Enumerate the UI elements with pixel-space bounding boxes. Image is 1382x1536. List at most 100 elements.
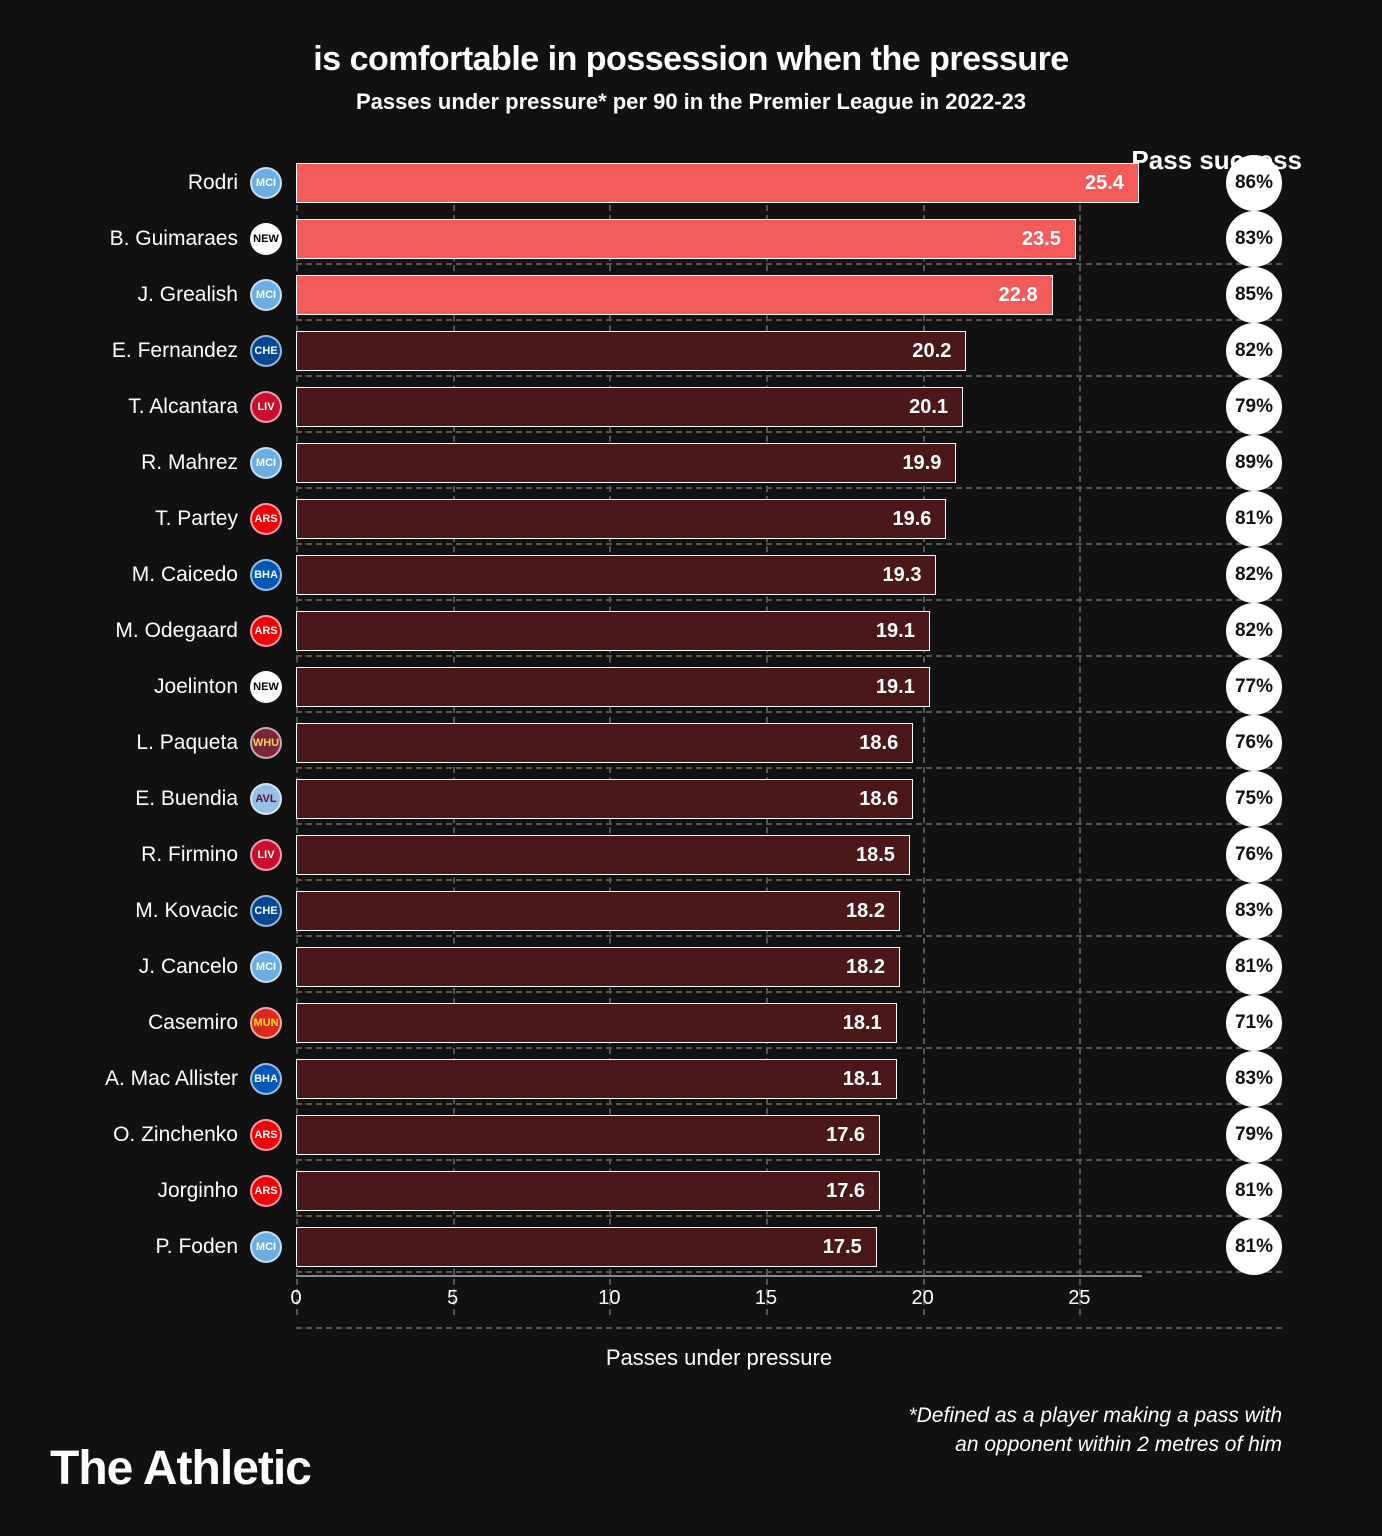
player-row: CasemiroMUN18.171% xyxy=(50,995,1332,1051)
player-row: A. Mac AllisterBHA18.183% xyxy=(50,1051,1332,1107)
player-row: J. GrealishMCI22.885% xyxy=(50,267,1332,323)
pass-success-badge: 83% xyxy=(1226,1051,1282,1107)
player-name: R. Mahrez xyxy=(50,451,250,475)
player-row: E. BuendiaAVL 18.6 75% xyxy=(50,771,1332,827)
bar-rows-container: RodriMCI25.486%B. GuimaraesNEW23.583%J. … xyxy=(50,155,1332,1275)
player-row: T. ParteyARS 19.6 81% xyxy=(50,491,1332,547)
bar: 17.6 xyxy=(296,1171,880,1211)
player-row: J. CanceloMCI18.281% xyxy=(50,939,1332,995)
bar: 18.6 xyxy=(296,779,913,819)
player-name: M. Odegaard xyxy=(50,619,250,643)
pass-success-badge: 82% xyxy=(1226,323,1282,379)
pass-success-badge: 83% xyxy=(1226,883,1282,939)
bar-track: 17.5 xyxy=(296,1219,1192,1275)
x-tick-label: 15 xyxy=(755,1287,777,1310)
bar: 19.1 xyxy=(296,667,930,707)
bar: 20.1 xyxy=(296,387,963,427)
bar-track: 19.9 xyxy=(296,435,1192,491)
club-badge-icon: MCI xyxy=(250,1231,282,1263)
bar: 20.2 xyxy=(296,331,966,371)
x-tick-label: 5 xyxy=(447,1287,458,1310)
bar-track: 19.6 xyxy=(296,491,1192,547)
pass-success-badge: 82% xyxy=(1226,603,1282,659)
bar-track: 19.1 xyxy=(296,659,1192,715)
x-tick-label: 0 xyxy=(290,1287,301,1310)
player-name: T. Alcantara xyxy=(50,395,250,419)
club-badge-icon: AVL xyxy=(250,783,282,815)
pass-success-badge: 79% xyxy=(1226,1107,1282,1163)
player-name: P. Foden xyxy=(50,1235,250,1259)
bar-track: 22.8 xyxy=(296,267,1192,323)
bar: 17.5 xyxy=(296,1227,877,1267)
chart-area: Pass success RodriMCI25.486%B. Guimaraes… xyxy=(50,155,1332,1371)
pass-success-badge: 76% xyxy=(1226,715,1282,771)
bar-track: 18.6 xyxy=(296,715,1192,771)
bar-track: 18.1 xyxy=(296,1051,1192,1107)
player-name: J. Grealish xyxy=(50,283,250,307)
bar-track: 25.4 xyxy=(296,155,1192,211)
club-badge-icon: WHU xyxy=(250,727,282,759)
player-name: L. Paqueta xyxy=(50,731,250,755)
player-name: M. Caicedo xyxy=(50,563,250,587)
club-badge-icon: ARS xyxy=(250,503,282,535)
x-tick-label: 10 xyxy=(598,1287,620,1310)
player-row: T. AlcantaraLIV 20.1 79% xyxy=(50,379,1332,435)
pass-success-badge: 71% xyxy=(1226,995,1282,1051)
bar: 18.1 xyxy=(296,1003,897,1043)
bar: 19.3 xyxy=(296,555,936,595)
bar: 23.5 xyxy=(296,219,1076,259)
club-badge-icon: LIV xyxy=(250,391,282,423)
player-row: P. FodenMCI 17.5 81% xyxy=(50,1219,1332,1275)
player-row: JoelintonNEW19.177% xyxy=(50,659,1332,715)
chart-subtitle: Passes under pressure* per 90 in the Pre… xyxy=(50,89,1332,115)
club-badge-icon: NEW xyxy=(250,671,282,703)
bar-track: 18.1 xyxy=(296,995,1192,1051)
player-row: M. CaicedoBHA19.382% xyxy=(50,547,1332,603)
pass-success-badge: 83% xyxy=(1226,211,1282,267)
player-name: A. Mac Allister xyxy=(50,1067,250,1091)
pass-success-badge: 81% xyxy=(1226,1219,1282,1275)
player-name: B. Guimaraes xyxy=(50,227,250,251)
bar-track: 19.1 xyxy=(296,603,1192,659)
pass-success-badge: 79% xyxy=(1226,379,1282,435)
club-badge-icon: MUN xyxy=(250,1007,282,1039)
bar: 18.2 xyxy=(296,891,900,931)
player-name: E. Fernandez xyxy=(50,339,250,363)
player-row: O. ZinchenkoARS17.679% xyxy=(50,1107,1332,1163)
bar: 18.5 xyxy=(296,835,910,875)
player-name: R. Firmino xyxy=(50,843,250,867)
bar: 22.8 xyxy=(296,275,1053,315)
x-tick-label: 20 xyxy=(912,1287,934,1310)
club-badge-icon: BHA xyxy=(250,559,282,591)
player-row: R. MahrezMCI19.989% xyxy=(50,435,1332,491)
bar: 19.6 xyxy=(296,499,946,539)
club-badge-icon: CHE xyxy=(250,895,282,927)
player-row: M. KovacicCHE 18.2 83% xyxy=(50,883,1332,939)
pass-success-badge: 76% xyxy=(1226,827,1282,883)
x-axis-label: Passes under pressure xyxy=(296,1345,1142,1371)
player-name: T. Partey xyxy=(50,507,250,531)
bar-track: 18.2 xyxy=(296,939,1192,995)
pass-success-badge: 81% xyxy=(1226,1163,1282,1219)
pass-success-badge: 85% xyxy=(1226,267,1282,323)
bar-track: 17.6 xyxy=(296,1107,1192,1163)
pass-success-badge: 81% xyxy=(1226,491,1282,547)
footnote-line-2: an opponent within 2 metres of him xyxy=(955,1433,1282,1456)
pass-success-badge: 89% xyxy=(1226,435,1282,491)
pass-success-badge: 75% xyxy=(1226,771,1282,827)
bar: 19.1 xyxy=(296,611,930,651)
pass-success-badge: 86% xyxy=(1226,155,1282,211)
brand-logo: The Athletic xyxy=(50,1441,311,1496)
bar: 19.9 xyxy=(296,443,956,483)
player-name: J. Cancelo xyxy=(50,955,250,979)
player-name: M. Kovacic xyxy=(50,899,250,923)
pass-success-badge: 81% xyxy=(1226,939,1282,995)
bar-track: 19.3 xyxy=(296,547,1192,603)
bar-track: 23.5 xyxy=(296,211,1192,267)
player-row: E. FernandezCHE20.282% xyxy=(50,323,1332,379)
player-name: O. Zinchenko xyxy=(50,1123,250,1147)
player-name: E. Buendia xyxy=(50,787,250,811)
club-badge-icon: LIV xyxy=(250,839,282,871)
player-name: Jorginho xyxy=(50,1179,250,1203)
player-row: R. FirminoLIV 18.5 76% xyxy=(50,827,1332,883)
